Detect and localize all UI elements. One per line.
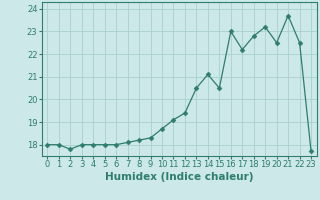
X-axis label: Humidex (Indice chaleur): Humidex (Indice chaleur) [105,172,253,182]
